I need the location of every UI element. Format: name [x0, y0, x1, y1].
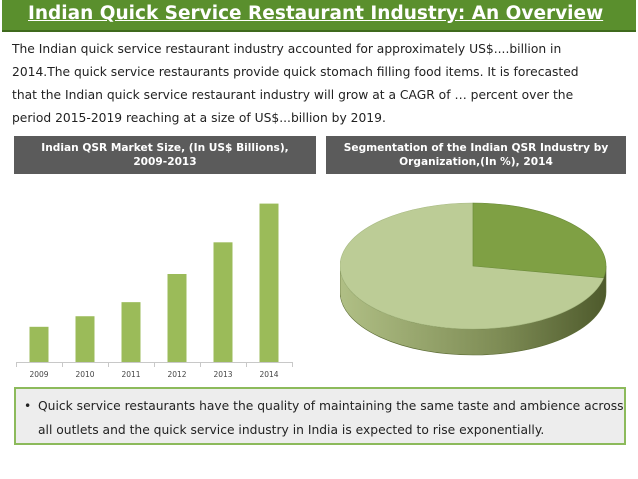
bar-2014 [259, 203, 279, 362]
x-tick-label: 2011 [121, 370, 140, 379]
x-tick-label: 2013 [213, 370, 232, 379]
intro-line: that the Indian quick service restaurant… [12, 88, 574, 102]
x-tick-label: 2012 [167, 370, 186, 379]
market-size-chart-header: Indian QSR Market Size, (In US$ Billions… [14, 136, 316, 174]
bullet-line: Quick service restaurants have the quali… [38, 399, 624, 413]
x-tick-label: 2009 [29, 370, 48, 379]
x-tick-label: 2010 [75, 370, 94, 379]
title-bar: Indian Quick Service Restaurant Industry… [2, 0, 636, 32]
market-size-bar-chart: 2009 2010 2011 2012 2013 2014 [16, 203, 293, 379]
bullet-icon: • [24, 399, 32, 413]
bar-2013 [213, 242, 233, 362]
pie-slice-large [340, 202, 605, 330]
bullet-line: all outlets and the quick service indust… [38, 423, 545, 437]
segmentation-pie-chart [340, 202, 607, 356]
intro-paragraph: The Indian quick service restaurant indu… [12, 38, 626, 130]
segmentation-chart-header: Segmentation of the Indian QSR Industry … [326, 136, 626, 174]
page-title: Indian Quick Service Restaurant Industry… [28, 3, 604, 24]
x-tick-label: 2014 [259, 370, 278, 379]
pie-slice-small [472, 202, 607, 279]
chart-header-line: 2009-2013 [133, 156, 197, 168]
key-insight-box: • Quick service restaurants have the qua… [14, 387, 626, 445]
chart-header-line: Segmentation of the Indian QSR Industry … [343, 142, 609, 154]
intro-line: period 2015-2019 reaching at a size of U… [12, 111, 386, 125]
bar-2009 [29, 326, 49, 362]
chart-header-line: Organization,(In %), 2014 [399, 156, 553, 168]
bar-2012 [167, 274, 187, 362]
intro-line: The Indian quick service restaurant indu… [12, 42, 562, 56]
intro-line: 2014.The quick service restaurants provi… [12, 65, 579, 79]
bar-2010 [75, 316, 95, 362]
chart-header-line: Indian QSR Market Size, (In US$ Billions… [41, 142, 289, 154]
bar-2011 [121, 302, 141, 362]
